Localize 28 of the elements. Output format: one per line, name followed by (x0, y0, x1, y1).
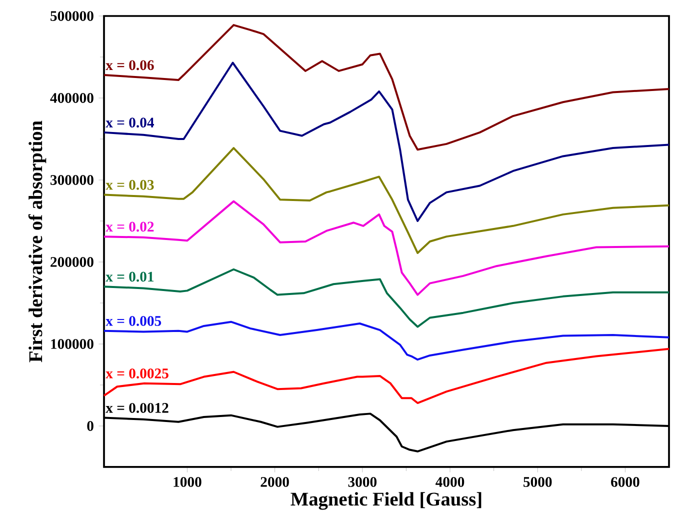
series-label: x = 0.0012 (106, 402, 168, 413)
y-tick-label: 500000 (50, 11, 94, 21)
y-tick-label: 200000 (50, 257, 94, 267)
y-tick-label: 0 (87, 421, 94, 431)
x-tick-label: 6000 (611, 477, 640, 487)
line-series (103, 268, 670, 328)
x-axis-title: Magnetic Field [Gauss] (290, 492, 482, 510)
x-tick-label: 5000 (524, 477, 552, 487)
y-tick-label: 100000 (51, 339, 94, 349)
y-tick-label: 400000 (50, 93, 94, 103)
line-series (103, 348, 670, 404)
line-series (103, 200, 670, 296)
series-label: x = 0.06 (106, 60, 154, 70)
y-tick-label: 300000 (50, 175, 94, 185)
series-label: x = 0.01 (106, 272, 154, 282)
series-label: x = 0.03 (106, 180, 154, 190)
x-tick-label: 1000 (174, 477, 202, 487)
x-tick-label: 3000 (348, 477, 377, 487)
line-series (103, 147, 670, 254)
line-series (103, 62, 670, 222)
series-label: x = 0.0025 (106, 368, 168, 378)
x-tick-label: 2000 (260, 477, 289, 487)
series-label: x = 0.04 (106, 118, 154, 128)
x-tick-label: 4000 (436, 477, 464, 487)
y-axis-title: First derivative of absorption (28, 120, 46, 362)
line-series (103, 24, 670, 151)
series-label: x = 0.02 (106, 222, 154, 232)
series-label: x = 0.005 (106, 316, 162, 326)
